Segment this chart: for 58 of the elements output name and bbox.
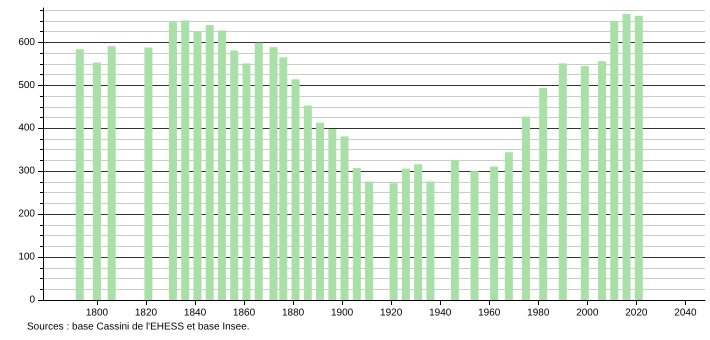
bar xyxy=(504,152,513,300)
bar xyxy=(402,168,410,300)
x-tick-label: 1920 xyxy=(380,308,403,318)
bar xyxy=(328,129,336,300)
bar xyxy=(108,46,116,300)
x-tick-label: 2040 xyxy=(674,308,697,318)
bar xyxy=(230,50,238,300)
bar xyxy=(206,25,214,300)
bar xyxy=(426,181,434,300)
bar xyxy=(522,116,530,300)
bar xyxy=(242,63,251,300)
x-tick-label: 2000 xyxy=(576,308,599,318)
bar xyxy=(558,63,567,300)
x-tick-label: 1900 xyxy=(331,308,354,318)
bar xyxy=(490,166,498,300)
bar xyxy=(193,31,202,300)
y-tick-label: 400 xyxy=(18,122,36,134)
bar xyxy=(254,42,263,300)
y-tick-label: 600 xyxy=(18,36,36,48)
bar xyxy=(622,14,631,300)
bar xyxy=(598,61,606,300)
bar xyxy=(365,181,374,300)
bar xyxy=(634,16,643,300)
x-tick-label: 1980 xyxy=(527,308,550,318)
bar xyxy=(316,122,324,300)
bar xyxy=(144,48,152,300)
y-tick-label: 100 xyxy=(18,252,36,263)
bar xyxy=(580,66,589,300)
bar xyxy=(390,183,398,300)
source-note: Sources : base Cassini de l'EHESS et base Insee. xyxy=(27,322,250,332)
x-tick-label: 1840 xyxy=(184,308,207,318)
bar xyxy=(279,57,288,300)
bar xyxy=(76,49,84,300)
bar xyxy=(218,30,226,300)
x-tick-label: 1860 xyxy=(232,308,256,318)
x-tick-label: 1960 xyxy=(478,308,501,318)
bar xyxy=(450,160,459,300)
bar xyxy=(181,20,190,300)
bar xyxy=(340,136,349,300)
x-tick-label: 2020 xyxy=(625,308,648,318)
x-tick-label: 1880 xyxy=(282,308,305,318)
x-tick-label: 1800 xyxy=(86,308,108,318)
y-tick-label: 0 xyxy=(29,294,36,306)
bar xyxy=(92,62,101,300)
bar xyxy=(352,168,361,300)
bar xyxy=(269,47,278,300)
bar xyxy=(414,164,422,300)
bar xyxy=(610,20,618,300)
bar xyxy=(470,171,479,300)
bar xyxy=(168,22,177,300)
y-tick-label: 200 xyxy=(18,208,36,220)
x-tick-label: 1820 xyxy=(134,308,158,318)
y-tick-label: 500 xyxy=(18,80,36,91)
x-tick-label: 1940 xyxy=(429,308,452,318)
bar xyxy=(539,88,548,300)
bar xyxy=(292,79,300,300)
bar xyxy=(304,105,312,300)
y-tick-label: 300 xyxy=(18,166,36,177)
